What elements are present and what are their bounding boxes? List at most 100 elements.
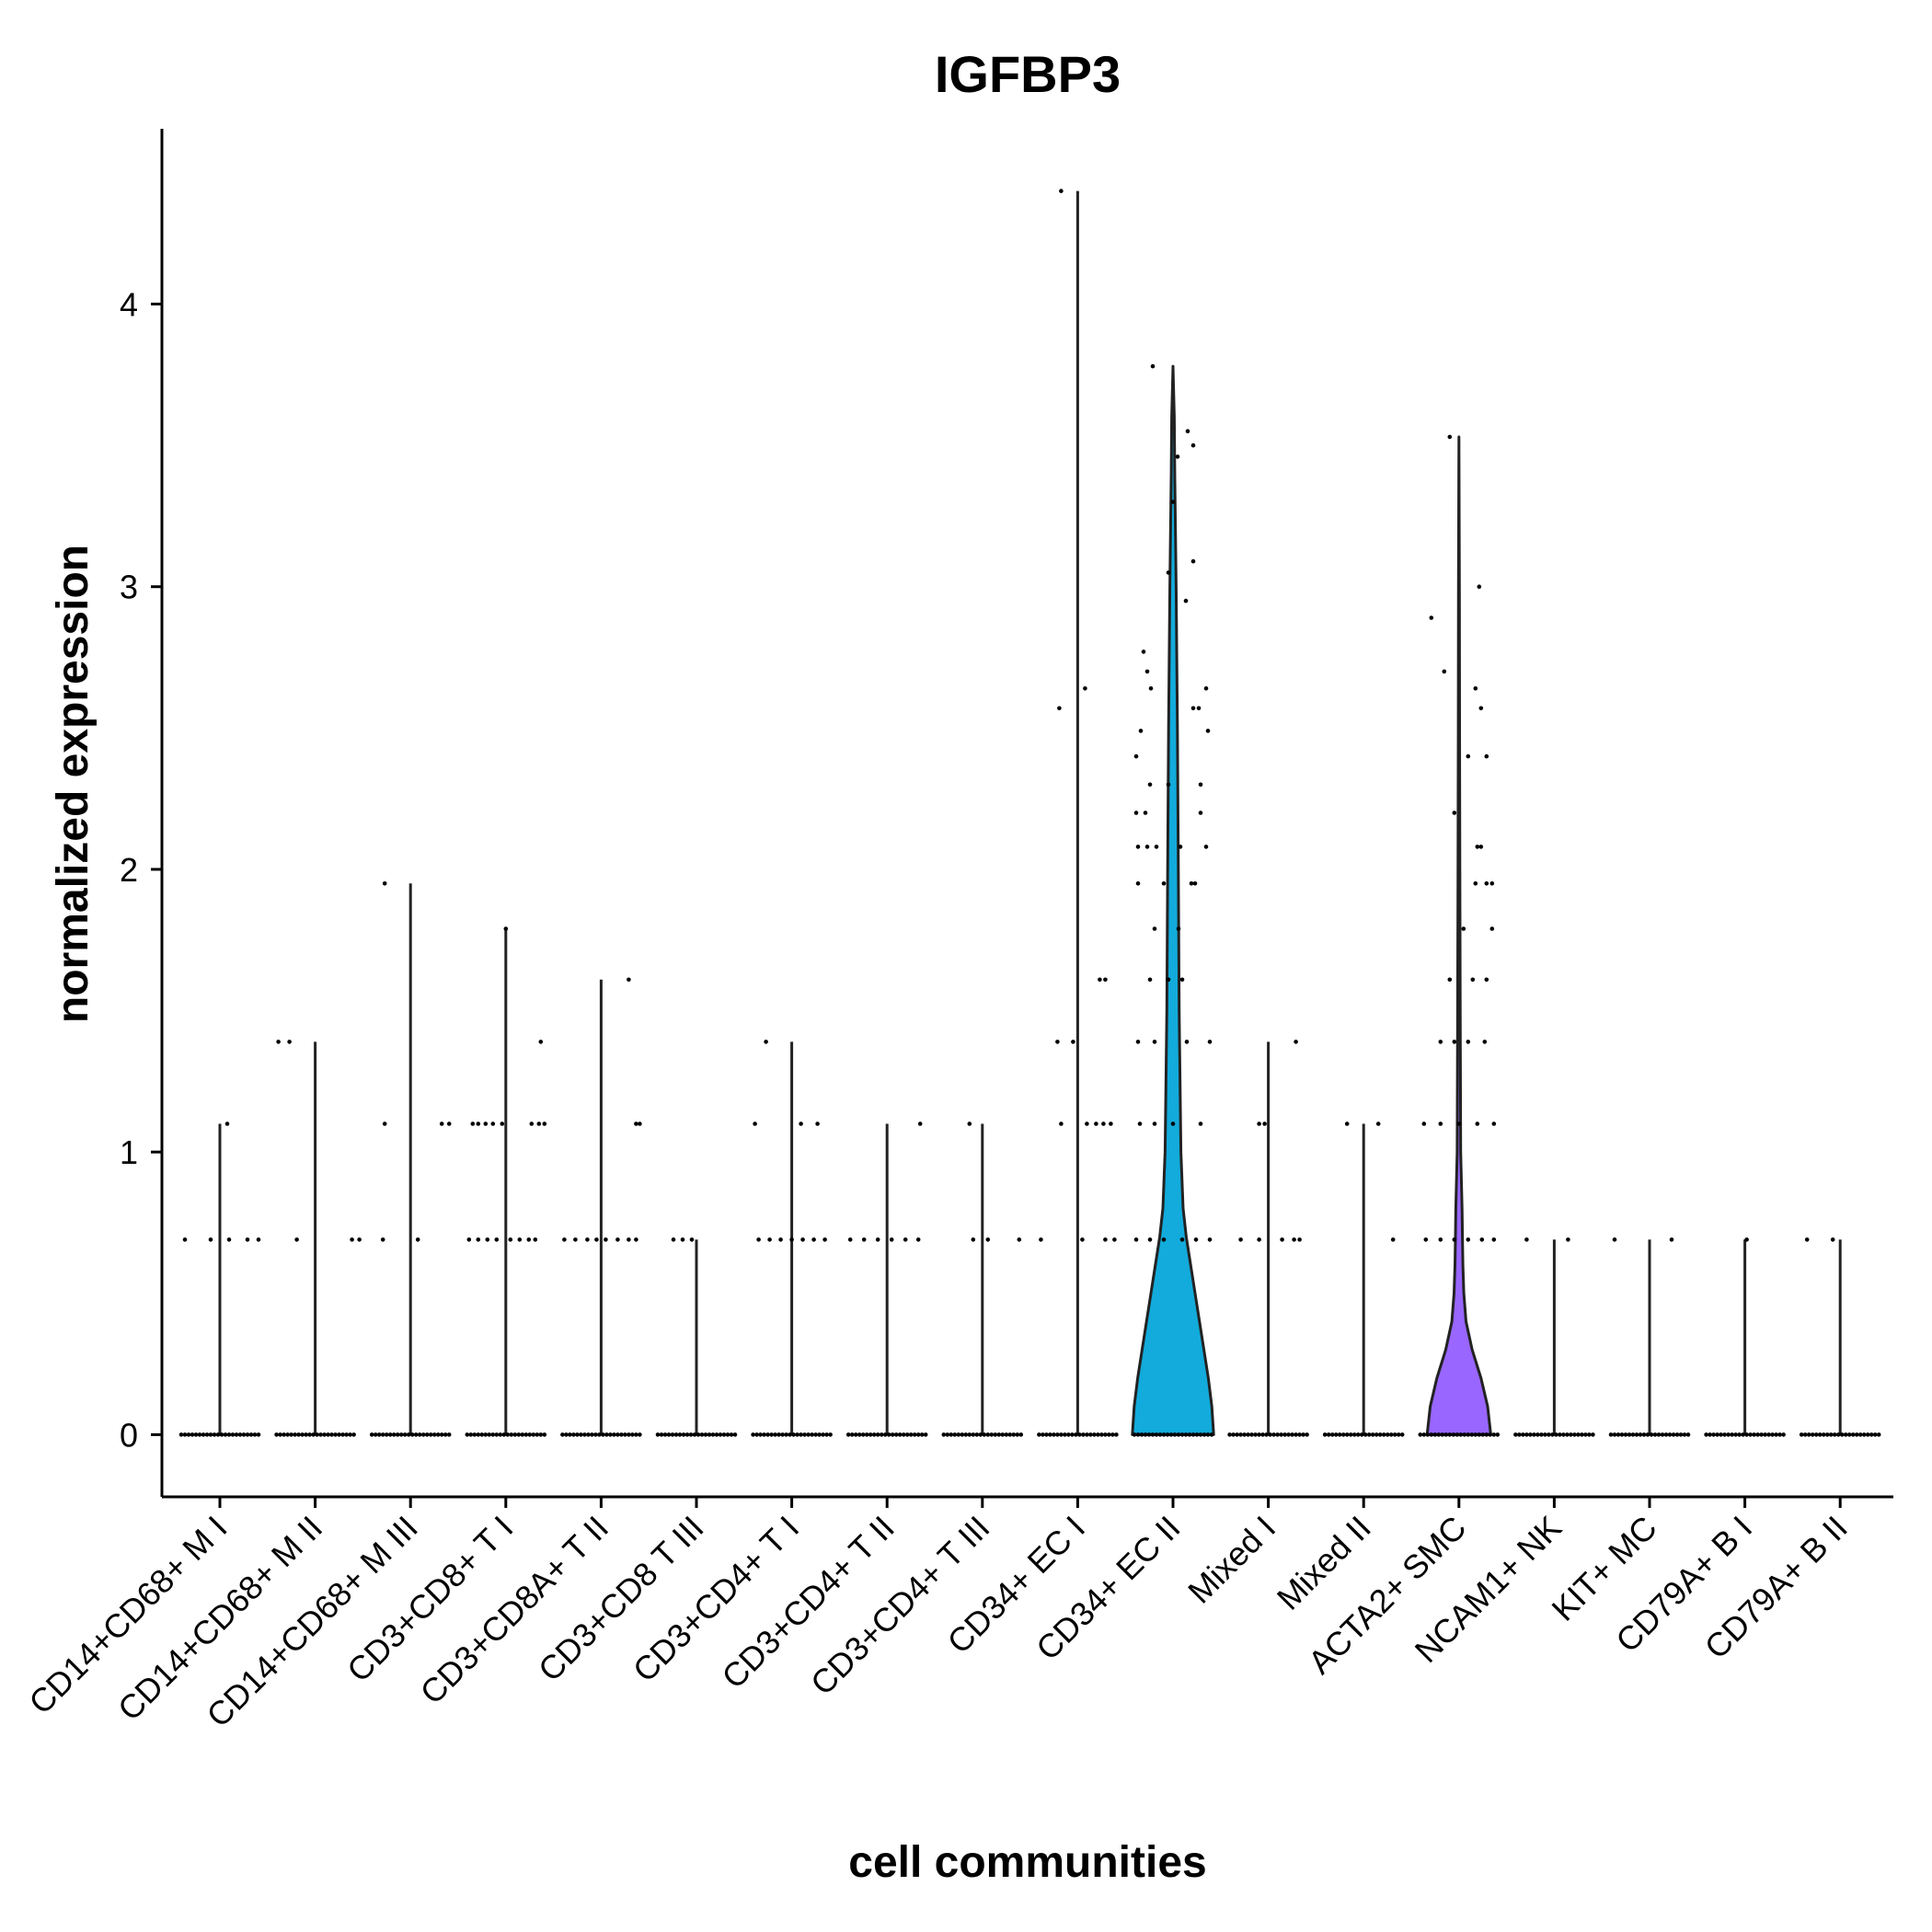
point-zero-4	[568, 1432, 572, 1437]
point-13	[1466, 1040, 1471, 1044]
point-zero-7	[886, 1432, 891, 1437]
point-6	[822, 1237, 827, 1242]
point-zero-17	[1832, 1432, 1837, 1437]
y-tick-label: 0	[120, 1416, 138, 1454]
point-zero-4	[630, 1432, 635, 1437]
point-3	[526, 1237, 532, 1242]
point-zero-14	[1535, 1432, 1540, 1437]
point-6	[811, 1237, 816, 1242]
point-3	[490, 1121, 496, 1126]
point-5	[671, 1237, 676, 1242]
point-zero-1	[344, 1432, 349, 1437]
point-zero-16	[1719, 1432, 1723, 1437]
point-zero-6	[773, 1432, 777, 1437]
point-zero-11	[1301, 1432, 1305, 1437]
point-11	[1257, 1237, 1261, 1242]
point-0	[182, 1237, 188, 1242]
point-zero-13	[1484, 1432, 1489, 1437]
point-13	[1489, 881, 1495, 886]
point-4	[634, 1237, 638, 1242]
point-zero-10	[1154, 1432, 1159, 1437]
point-zero-8	[1018, 1432, 1024, 1437]
point-zero-10	[1132, 1432, 1137, 1437]
point-zero-9	[1041, 1432, 1045, 1437]
jitter-points-layer	[178, 189, 1881, 1437]
point-zero-9	[1059, 1432, 1064, 1437]
point-zero-9	[1066, 1432, 1071, 1437]
point-zero-9	[1088, 1432, 1093, 1437]
point-zero-8	[985, 1432, 991, 1437]
point-zero-6	[751, 1432, 755, 1437]
point-6	[767, 1237, 772, 1242]
point-10	[1143, 811, 1148, 815]
point-1	[287, 1040, 292, 1044]
point-zero-10	[1157, 1432, 1163, 1437]
point-zero-6	[758, 1432, 763, 1437]
point-zero-16	[1708, 1432, 1712, 1437]
point-zero-7	[849, 1432, 855, 1437]
point-15	[1669, 1237, 1674, 1242]
point-zero-16	[1770, 1432, 1775, 1437]
point-10	[1147, 1237, 1153, 1242]
point-zero-15	[1678, 1432, 1684, 1437]
point-zero-1	[296, 1432, 301, 1437]
y-tick-label: 4	[120, 285, 138, 323]
point-zero-3	[468, 1432, 474, 1437]
point-zero-4	[619, 1432, 624, 1437]
point-zero-11	[1275, 1432, 1280, 1437]
point-zero-5	[699, 1432, 705, 1437]
point-zero-10	[1209, 1432, 1214, 1437]
point-6	[753, 1121, 757, 1126]
point-3	[508, 1237, 513, 1242]
point-zero-14	[1587, 1432, 1592, 1437]
point-5	[680, 1237, 685, 1242]
point-zero-4	[582, 1432, 587, 1437]
point-zero-12	[1359, 1432, 1364, 1437]
point-zero-7	[912, 1432, 917, 1437]
point-zero-0	[230, 1432, 236, 1437]
point-zero-10	[1198, 1432, 1203, 1437]
point-zero-17	[1817, 1432, 1823, 1437]
point-zero-8	[960, 1432, 965, 1437]
point-zero-12	[1348, 1432, 1353, 1437]
point-zero-15	[1674, 1432, 1680, 1437]
point-zero-12	[1322, 1432, 1328, 1437]
point-6	[764, 1040, 768, 1044]
point-zero-9	[1103, 1432, 1108, 1437]
point-zero-17	[1846, 1432, 1852, 1437]
point-zero-11	[1246, 1432, 1250, 1437]
y-tick-label: 3	[120, 569, 138, 606]
point-zero-1	[300, 1432, 305, 1437]
point-3	[466, 1237, 472, 1242]
point-2	[380, 1237, 385, 1242]
point-10	[1198, 782, 1203, 788]
point-zero-13	[1443, 1432, 1449, 1437]
point-zero-5	[714, 1432, 719, 1437]
point-7	[875, 1237, 880, 1242]
point-13	[1477, 584, 1482, 589]
y-tick-label: 1	[120, 1133, 138, 1171]
point-10	[1135, 845, 1141, 849]
point-zero-3	[535, 1432, 540, 1437]
point-zero-6	[821, 1432, 825, 1437]
point-zero-0	[186, 1432, 191, 1437]
point-13	[1466, 753, 1471, 759]
point-10	[1192, 881, 1198, 886]
point-zero-5	[692, 1432, 697, 1437]
point-zero-9	[1099, 1432, 1104, 1437]
point-zero-15	[1645, 1432, 1650, 1437]
point-1	[294, 1237, 299, 1242]
point-zero-15	[1619, 1432, 1625, 1437]
point-3	[542, 1121, 547, 1126]
point-zero-3	[523, 1432, 529, 1437]
point-zero-15	[1649, 1432, 1654, 1437]
point-zero-2	[369, 1432, 374, 1437]
point-zero-3	[479, 1432, 485, 1437]
point-zero-14	[1517, 1432, 1522, 1437]
point-zero-15	[1656, 1432, 1662, 1437]
point-zero-16	[1726, 1432, 1731, 1437]
point-zero-1	[348, 1432, 352, 1437]
point-zero-10	[1161, 1432, 1167, 1437]
point-zero-10	[1194, 1432, 1200, 1437]
